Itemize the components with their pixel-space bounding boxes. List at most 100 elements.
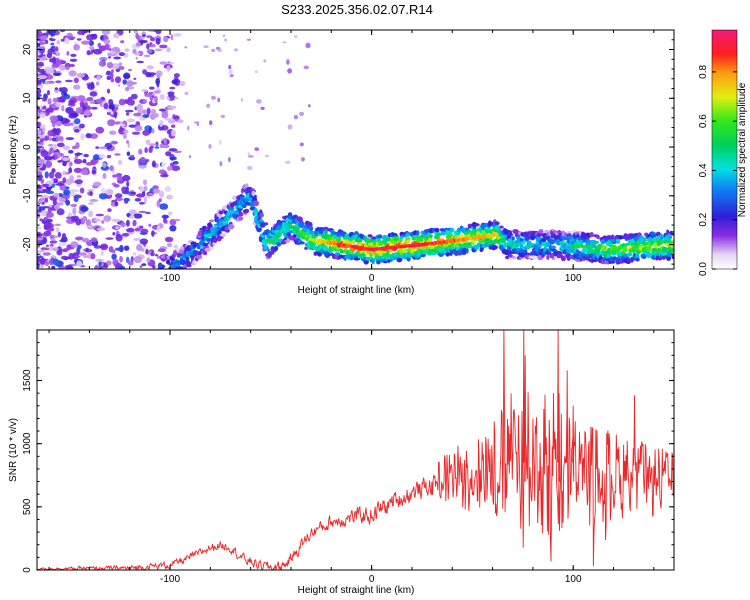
heatmap-cell xyxy=(90,81,94,89)
heatmap-cell xyxy=(146,257,151,264)
heatmap-cell xyxy=(166,65,171,72)
heatmap-cell xyxy=(130,191,136,195)
heatmap-cell xyxy=(166,47,171,53)
heatmap-cell xyxy=(127,260,134,266)
heatmap-cell xyxy=(219,161,223,167)
heatmap-cell xyxy=(58,196,63,202)
heatmap-cell xyxy=(44,81,50,85)
heatmap-cell xyxy=(377,234,383,239)
heatmap-cell xyxy=(126,151,131,156)
heatmap-cell xyxy=(204,247,211,252)
x-tick-label: 0 xyxy=(369,273,375,284)
heatmap-cell xyxy=(149,97,153,101)
heatmap-cell xyxy=(79,101,85,107)
heatmap-cell xyxy=(124,99,129,104)
heatmap-cell xyxy=(168,148,178,152)
heatmap-cell xyxy=(359,253,366,257)
heatmap-cell xyxy=(172,161,179,165)
heatmap-cell xyxy=(55,226,60,233)
heatmap-cell xyxy=(156,200,161,208)
heatmap-cell xyxy=(141,109,148,114)
heatmap-cell xyxy=(228,224,235,230)
heatmap-cell xyxy=(171,124,176,128)
heatmap-cell xyxy=(68,99,76,106)
heatmap-cell xyxy=(187,125,190,131)
heatmap-cell xyxy=(111,253,117,260)
heatmap-cell xyxy=(39,218,43,222)
heatmap-cell xyxy=(142,34,146,37)
heatmap-cell xyxy=(76,152,81,157)
heatmap-cell xyxy=(225,223,229,228)
heatmap-cell xyxy=(127,99,135,106)
heatmap-cell xyxy=(215,46,221,50)
heatmap-cell xyxy=(45,68,55,75)
heatmap-cell xyxy=(421,246,426,251)
heatmap-cell xyxy=(669,244,674,248)
heatmap-cell xyxy=(123,245,130,251)
y-tick-label: 1000 xyxy=(22,432,33,455)
heatmap-cell xyxy=(186,261,192,267)
heatmap-cell xyxy=(56,250,63,256)
heatmap-cell xyxy=(90,106,98,110)
heatmap-cell xyxy=(160,173,169,178)
heatmap-cell xyxy=(74,179,83,185)
heatmap-cell xyxy=(115,197,123,202)
heatmap-cell xyxy=(37,226,42,230)
heatmap-cell xyxy=(111,63,120,70)
heatmap-cell xyxy=(50,238,56,241)
heatmap-cell xyxy=(55,120,62,127)
heatmap-cell xyxy=(126,112,130,116)
heatmap-cell xyxy=(135,42,142,47)
heatmap-cell xyxy=(467,223,473,228)
heatmap-cell xyxy=(69,162,73,166)
heatmap-cell xyxy=(152,265,156,269)
heatmap-cell xyxy=(68,252,74,260)
heatmap-cell xyxy=(43,105,47,110)
heatmap-cell xyxy=(122,174,131,182)
heatmap-cell xyxy=(173,150,182,153)
heatmap-cell xyxy=(158,198,162,203)
heatmap-cell xyxy=(192,244,197,248)
heatmap-cell xyxy=(89,100,96,105)
heatmap-cell xyxy=(371,236,377,240)
heatmap-cell xyxy=(179,80,186,87)
heatmap-cell xyxy=(611,234,615,240)
heatmap-cell xyxy=(150,108,156,115)
heatmap-cell xyxy=(67,36,76,40)
heatmap-cell xyxy=(38,41,46,46)
heatmap-cell xyxy=(118,84,120,87)
heatmap-cell xyxy=(37,257,40,264)
heatmap-cell xyxy=(519,238,524,242)
heatmap-cell xyxy=(40,210,47,217)
heatmap-cell xyxy=(51,63,60,69)
heatmap-cell xyxy=(411,247,416,252)
heatmap-cell xyxy=(173,250,178,256)
heatmap-cell xyxy=(208,222,212,229)
colorbar-tick-label: 0.0 xyxy=(698,262,709,276)
heatmap-cell xyxy=(266,248,271,252)
heatmap-cell xyxy=(126,118,136,123)
heatmap-cell xyxy=(123,197,130,202)
heatmap-cell xyxy=(73,158,83,165)
heatmap-cell xyxy=(159,143,164,149)
x-tick-label: 100 xyxy=(565,273,582,284)
heatmap-cell xyxy=(232,195,238,201)
heatmap-cell xyxy=(125,86,130,92)
heatmap-cell xyxy=(234,48,238,52)
heatmap-cell xyxy=(75,142,80,149)
heatmap-cell xyxy=(228,69,233,75)
heatmap-cell xyxy=(123,72,131,80)
heatmap-cell xyxy=(206,103,211,109)
heatmap-cell xyxy=(85,247,89,253)
heatmap-cell xyxy=(129,215,135,219)
heatmap-cell xyxy=(110,51,116,55)
heatmap-cell xyxy=(37,110,40,117)
heatmap-cell xyxy=(68,167,73,174)
heatmap-cell xyxy=(336,237,342,243)
heatmap-cell xyxy=(112,232,116,236)
heatmap-cell xyxy=(58,64,67,71)
heatmap-cell xyxy=(94,218,101,223)
heatmap-cell xyxy=(89,190,93,197)
heatmap-cell xyxy=(78,252,87,256)
snr-frame xyxy=(36,329,675,571)
